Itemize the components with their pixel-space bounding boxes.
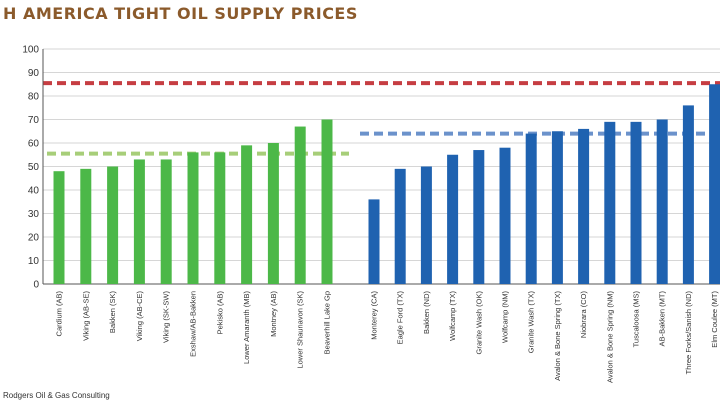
bar — [160, 159, 172, 284]
y-tick-label: 70 — [28, 115, 40, 126]
category-label: Avalon & Bone Spring (NM) — [605, 291, 614, 383]
bar — [604, 121, 616, 284]
bar — [420, 166, 432, 284]
category-label: Lower Shaunavon (SK) — [296, 290, 305, 368]
category-label: Avalon & Bone Spring (TX) — [553, 291, 562, 381]
y-tick-label: 10 — [28, 256, 40, 267]
bar — [394, 168, 406, 284]
y-tick-label: 40 — [28, 186, 40, 197]
category-label: Pekisko (AB) — [215, 291, 224, 335]
category-label: Lower Amaranth (MB) — [242, 291, 251, 364]
bar — [630, 121, 642, 284]
bar — [578, 128, 590, 284]
bar — [709, 84, 720, 284]
category-label: Beaverhill Lake Gp — [323, 291, 332, 354]
category-label: Tuscaloosa (MS) — [632, 291, 641, 348]
bar — [473, 150, 485, 284]
category-label: Niobrara (CO) — [579, 291, 588, 339]
category-label: Bakken (ND) — [422, 291, 431, 334]
y-axis: 0 10 20 30 40 50 60 70 80 90 100 — [22, 45, 44, 291]
bar — [551, 131, 563, 284]
x-axis: Cardium (AB) Viking (AB-SE) Bakken (SK) Vik… — [55, 290, 720, 383]
bar — [368, 199, 380, 284]
category-label: AB-Bakken (MT) — [658, 291, 667, 347]
bar — [133, 159, 145, 284]
bars — [53, 84, 720, 285]
bar — [447, 154, 459, 284]
bar — [107, 166, 119, 284]
bar — [241, 145, 253, 284]
y-tick-label: 80 — [28, 92, 40, 103]
bar — [525, 133, 537, 284]
category-label: Exshaw/AB-Bakken — [189, 291, 198, 357]
category-label: Eagle Ford (TX) — [396, 291, 405, 345]
y-tick-label: 90 — [28, 68, 40, 79]
y-tick-label: 60 — [28, 139, 40, 150]
bar — [294, 126, 306, 284]
y-tick-label: 20 — [28, 233, 40, 244]
bar — [214, 152, 226, 284]
category-label: Montney (AB) — [269, 291, 278, 337]
category-label: Wolfcamp (NM) — [501, 291, 510, 343]
category-label: Cardium (AB) — [55, 291, 64, 337]
category-label: Bakken (SK) — [108, 291, 117, 334]
bar — [267, 143, 279, 284]
category-label: Granite Wash (TX) — [527, 290, 536, 353]
y-tick-label: 0 — [33, 280, 39, 291]
category-label: Viking (AB-CE) — [135, 291, 144, 342]
y-tick-label: 30 — [28, 209, 40, 220]
category-label: Viking (SK-SW) — [162, 291, 171, 343]
source-note: Rodgers Oil & Gas Consulting — [3, 391, 110, 400]
bar — [53, 171, 65, 284]
category-label: Granite Wash (OK) — [474, 291, 483, 355]
category-label: Monterey (CA) — [370, 291, 379, 340]
bar — [321, 119, 333, 284]
category-label: Wolfcamp (TX) — [448, 291, 457, 341]
category-label: Three Forks/Sanish (ND) — [684, 291, 693, 375]
chart-title: H AMERICA TIGHT OIL SUPPLY PRICES — [3, 4, 358, 23]
category-label: Viking (AB-SE) — [81, 291, 90, 341]
y-tick-label: 100 — [22, 45, 39, 56]
bar — [656, 119, 668, 284]
category-label: Elm Coulee (MT) — [710, 291, 719, 348]
bar — [80, 168, 92, 284]
bar — [499, 147, 511, 284]
y-tick-label: 50 — [28, 162, 40, 173]
bar — [682, 105, 694, 285]
bar — [187, 152, 199, 284]
